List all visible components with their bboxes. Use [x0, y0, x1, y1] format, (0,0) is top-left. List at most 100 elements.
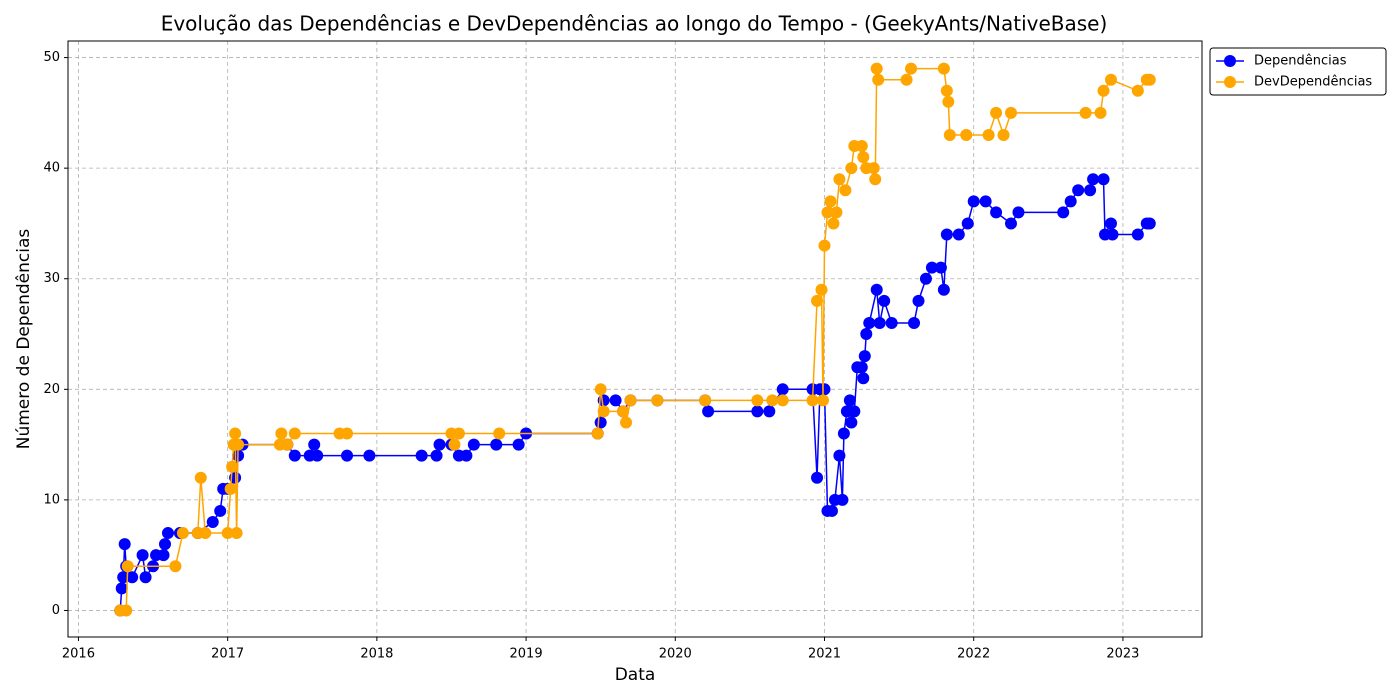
x-tick-label: 2016 [62, 647, 95, 662]
data-point [908, 316, 921, 329]
series-line [120, 67, 1150, 612]
data-point [161, 527, 174, 540]
data-point [818, 383, 831, 396]
data-point [1057, 206, 1070, 219]
data-point [157, 549, 170, 562]
data-point [817, 394, 830, 407]
data-point [942, 95, 955, 108]
data-point [460, 449, 473, 462]
data-point [1104, 217, 1117, 230]
data-point [960, 128, 973, 141]
y-tick-label: 40 [43, 161, 60, 176]
data-point [493, 427, 506, 440]
data-point [925, 261, 938, 274]
data-point [311, 449, 324, 462]
data-point [214, 504, 227, 517]
data-point [1094, 106, 1107, 119]
data-point [776, 394, 789, 407]
data-point [869, 173, 882, 186]
data-point [1143, 217, 1156, 230]
data-point [934, 261, 947, 274]
data-point [990, 106, 1003, 119]
data-point [448, 438, 461, 451]
data-point [594, 416, 607, 429]
data-point [855, 140, 868, 153]
data-point [961, 217, 974, 230]
data-point [651, 394, 664, 407]
data-point [825, 504, 838, 517]
data-point [967, 195, 980, 208]
data-point [139, 571, 152, 584]
data-point [702, 405, 715, 418]
data-point [308, 438, 321, 451]
data-point [1072, 184, 1085, 197]
data-point [1106, 228, 1119, 241]
data-point [885, 316, 898, 329]
data-point [363, 449, 376, 462]
data-point [806, 394, 819, 407]
legend-marker [1224, 55, 1236, 67]
data-point [836, 493, 849, 506]
y-tick-label: 50 [43, 50, 60, 65]
data-point [751, 405, 764, 418]
data-point [833, 449, 846, 462]
x-tick-label: 2021 [808, 647, 841, 662]
plot-frame [67, 40, 1203, 638]
data-point [982, 128, 995, 141]
data-point [230, 527, 243, 540]
data-point [115, 582, 128, 595]
data-point [341, 449, 354, 462]
y-tick-label: 10 [43, 492, 60, 507]
data-point [766, 394, 779, 407]
data-point [452, 427, 465, 440]
data-point [776, 383, 789, 396]
data-point [597, 405, 610, 418]
data-point [229, 427, 242, 440]
data-point [830, 206, 843, 219]
data-point [811, 471, 824, 484]
data-point [224, 482, 237, 495]
data-point [811, 294, 824, 307]
data-point [827, 217, 840, 230]
data-point [837, 427, 850, 440]
data-point [117, 571, 130, 584]
data-point [833, 173, 846, 186]
y-tick-label: 0 [52, 603, 60, 618]
data-point [624, 394, 637, 407]
data-point [845, 416, 858, 429]
data-point [433, 438, 446, 451]
chart-title: Evolução das Dependências e DevDependênc… [161, 12, 1108, 36]
y-tick-label: 30 [43, 271, 60, 286]
data-point [194, 471, 207, 484]
data-point [900, 73, 913, 86]
data-point [275, 427, 288, 440]
y-tick-label: 20 [43, 382, 60, 397]
data-point [341, 427, 354, 440]
data-point [1143, 73, 1156, 86]
legend-label: Dependências [1254, 54, 1347, 69]
data-point [221, 527, 234, 540]
data-point [199, 527, 212, 540]
data-point [169, 560, 182, 573]
data-point [512, 438, 525, 451]
data-point [821, 206, 834, 219]
data-point [870, 62, 883, 75]
data-point [919, 272, 932, 285]
data-point [848, 405, 861, 418]
data-point [870, 283, 883, 296]
data-point [937, 62, 950, 75]
data-point [839, 184, 852, 197]
data-point [1079, 106, 1092, 119]
data-point [1097, 173, 1110, 186]
data-point [867, 162, 880, 175]
data-point [940, 84, 953, 97]
data-point [1005, 106, 1018, 119]
data-point [857, 151, 870, 164]
y-axis-label: Número de Dependências [14, 229, 34, 450]
data-point [943, 128, 956, 141]
data-point [620, 416, 633, 429]
data-point [857, 372, 870, 385]
legend-label: DevDependências [1254, 75, 1372, 90]
data-point [751, 394, 764, 407]
data-point [1084, 184, 1097, 197]
